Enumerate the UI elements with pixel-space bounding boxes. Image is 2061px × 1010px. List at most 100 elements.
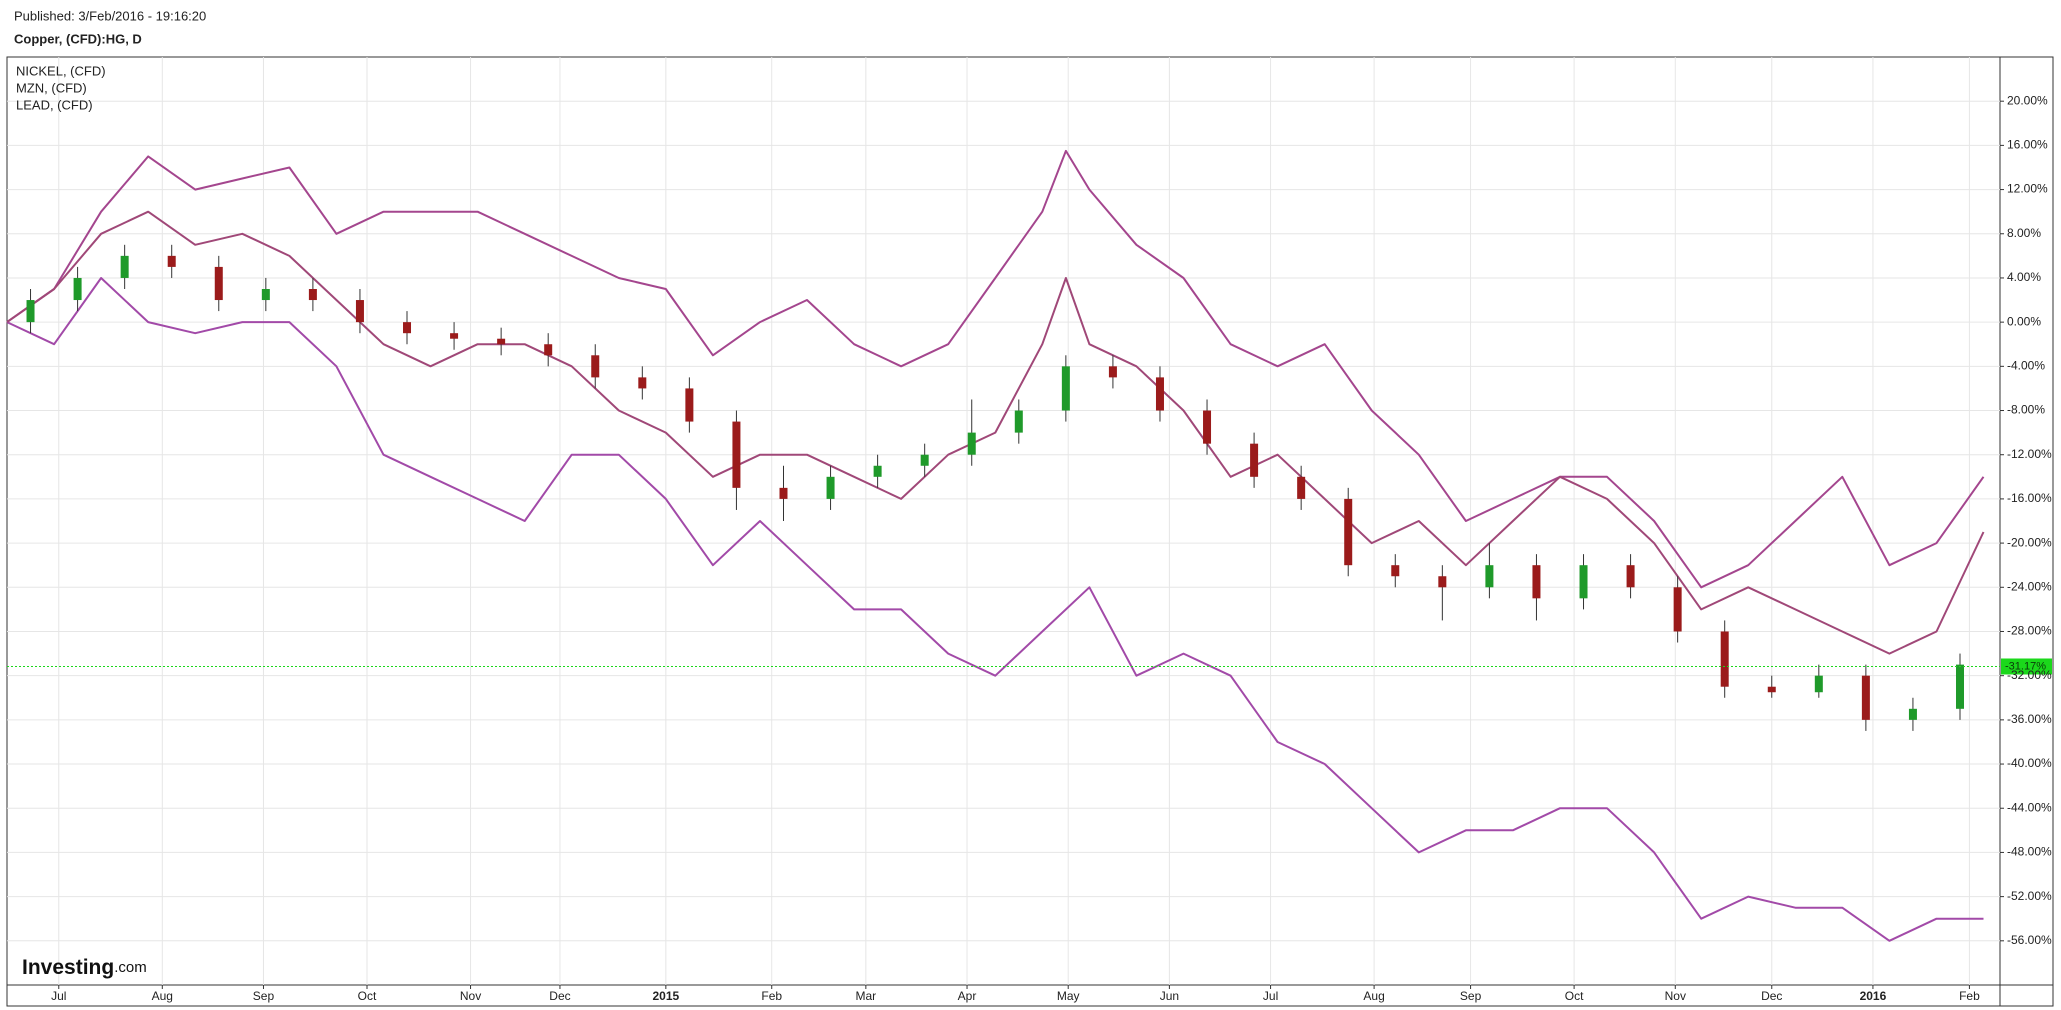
candle-body [1061,366,1070,411]
y-tick-label: -44.00% [2007,800,2052,814]
candle-body [1579,565,1588,599]
y-tick-label: -4.00% [2007,359,2045,373]
candle-body [1391,565,1400,577]
candle-body [685,388,694,422]
candle-body [73,277,82,301]
y-tick-label: -36.00% [2007,712,2052,726]
candle-body [1908,708,1917,720]
candle-body [497,338,506,345]
published-text: Published: 3/Feb/2016 - 19:16:20 [14,8,206,23]
legend-label: MZN, (CFD) [16,80,87,95]
candle-body [1814,675,1823,693]
labels: 20.00% 16.00% 12.00% 8.00% 4.00% 0.00% -4.00% -… [16,63,2052,1003]
candle-body [1532,565,1541,599]
watermark-main: Investing [22,956,114,979]
x-tick-label: Jun [1160,989,1179,1003]
x-tick-label: Dec [1761,989,1782,1003]
watermark-suffix: .com [114,959,147,976]
y-tick-label: -16.00% [2007,491,2052,505]
candle-body [1626,565,1635,588]
last-value-box [2001,658,2052,675]
candle-body [1720,631,1729,687]
candle-body [167,255,176,267]
x-tick-label: Oct [358,989,377,1003]
candle-body [450,333,459,339]
candle-body [638,377,647,389]
candle-body [261,289,270,301]
x-tick-label: Oct [1565,989,1584,1003]
x-tick-label: Jul [51,989,66,1003]
candle-body [355,300,364,323]
x-tick-label: Jul [1263,989,1278,1003]
candle-body [26,300,35,323]
grid [7,57,2004,989]
x-tick-label: Mar [856,989,877,1003]
x-tick-label: Feb [1959,989,1980,1003]
y-tick-label: 16.00% [2007,138,2048,152]
y-tick-label: 20.00% [2007,93,2048,107]
candle-body [1438,576,1447,588]
x-tick-label: Nov [1665,989,1686,1003]
series-line [6,149,1985,589]
candle-body [1767,686,1776,693]
y-tick-label: -24.00% [2007,579,2052,593]
candle-body [1155,377,1164,411]
candle-body [732,421,741,488]
candle-body [1344,498,1353,566]
x-tick-label: 2015 [652,989,679,1003]
watermark: Investing.com [22,956,147,979]
candle-body [1203,410,1212,444]
y-tick-label: -32.00% [2007,668,2052,682]
x-tick-label: May [1057,989,1080,1003]
last-value-label: -31.17% [2005,660,2046,672]
candle-body [120,255,129,278]
x-tick-label: Feb [761,989,782,1003]
candle-body [967,432,976,455]
y-tick-label: -56.00% [2007,933,2052,947]
x-tick-label: Nov [460,989,481,1003]
x-tick-label: Apr [958,989,977,1003]
candle-body [826,476,835,499]
candle-body [308,289,317,301]
candle-body [779,487,788,499]
y-tick-label: -28.00% [2007,624,2052,638]
candle-body [920,454,929,466]
candle-body [1861,675,1870,720]
y-tick-label: -20.00% [2007,535,2052,549]
x-tick-label: 2016 [1860,989,1887,1003]
x-tick-label: Aug [1363,989,1384,1003]
y-tick-label: 0.00% [2007,314,2041,328]
candle-body [591,355,600,378]
candle-body [1297,476,1306,499]
candle-body [544,344,553,356]
y-tick-label: -8.00% [2007,403,2045,417]
x-tick-label: Sep [253,989,275,1003]
x-tick-label: Aug [152,989,173,1003]
series-line [6,277,1984,942]
candle-body [1485,565,1494,588]
y-tick-label: 12.00% [2007,182,2048,196]
candle-body [403,322,412,334]
chart-frame [6,56,2054,1007]
x-tick-label: Dec [549,989,570,1003]
y-tick-label: -48.00% [2007,845,2052,859]
legend-label: NICKEL, (CFD) [16,63,106,78]
candle-body [1955,664,1964,709]
series-line [6,210,1985,655]
candle-body [214,266,223,301]
y-tick-label: -40.00% [2007,756,2052,770]
y-tick-label: -12.00% [2007,447,2052,461]
y-tick-label: 4.00% [2007,270,2041,284]
y-tick-label: 8.00% [2007,226,2041,240]
candle-body [1673,587,1682,632]
candle-body [1108,366,1117,378]
candle-body [1014,410,1023,433]
legend-label: LEAD, (CFD) [16,97,93,112]
candle-body [873,465,882,477]
y-tick-label: -52.00% [2007,889,2052,903]
marks [6,149,2052,942]
chart-title: Copper, (CFD):HG, D [14,31,142,46]
candle-body [1250,443,1259,477]
x-tick-label: Sep [1460,989,1482,1003]
